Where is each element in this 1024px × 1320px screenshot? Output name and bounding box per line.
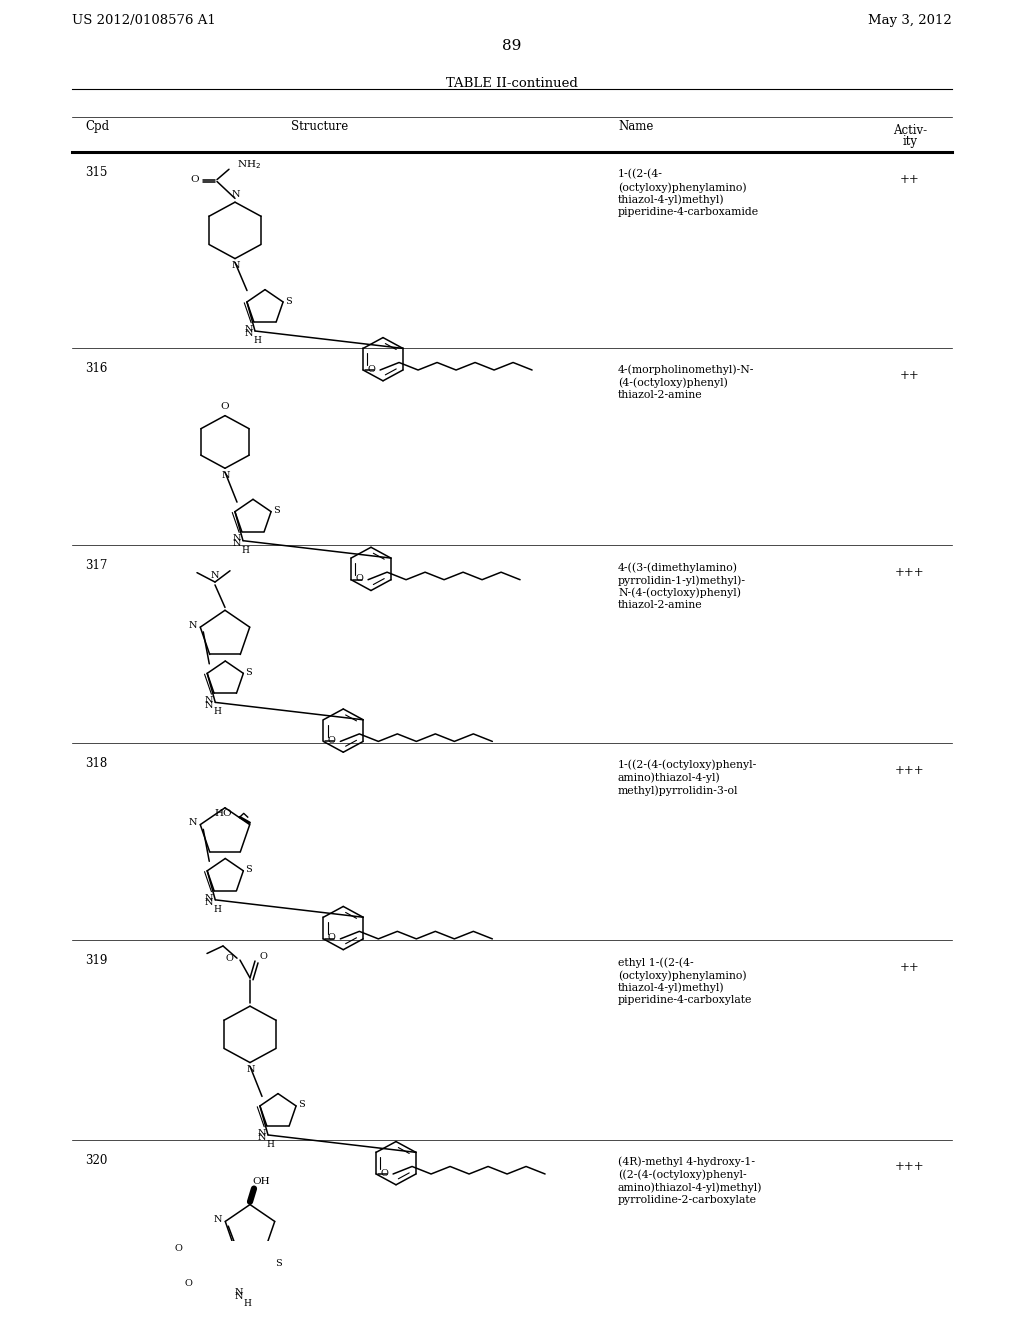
Text: 4-((3-(dimethylamino): 4-((3-(dimethylamino) — [618, 562, 738, 573]
Text: ++: ++ — [900, 961, 920, 974]
Text: amino)thiazol-4-yl): amino)thiazol-4-yl) — [618, 772, 721, 783]
Text: thiazol-4-yl)methyl): thiazol-4-yl)methyl) — [618, 982, 725, 993]
Text: (octyloxy)phenylamino): (octyloxy)phenylamino) — [618, 970, 746, 981]
Text: (octyloxy)phenylamino): (octyloxy)phenylamino) — [618, 182, 746, 193]
Text: +++: +++ — [895, 763, 925, 776]
Text: ity: ity — [902, 136, 918, 148]
Text: N: N — [257, 1129, 266, 1138]
Text: pyrrolidine-2-carboxylate: pyrrolidine-2-carboxylate — [618, 1195, 757, 1205]
Text: N-(4-(octyloxy)phenyl): N-(4-(octyloxy)phenyl) — [618, 587, 741, 598]
Text: +++: +++ — [895, 1160, 925, 1173]
Text: ethyl 1-((2-(4-: ethyl 1-((2-(4- — [618, 957, 693, 968]
Text: May 3, 2012: May 3, 2012 — [868, 15, 952, 28]
Text: N: N — [214, 1216, 222, 1224]
Text: N: N — [205, 894, 213, 903]
Text: O: O — [355, 574, 362, 583]
Text: 315: 315 — [85, 166, 108, 180]
Text: S: S — [285, 297, 292, 305]
Text: O: O — [259, 952, 267, 961]
Text: S: S — [298, 1101, 305, 1110]
Text: S: S — [273, 506, 280, 515]
Text: piperidine-4-carboxylate: piperidine-4-carboxylate — [618, 995, 753, 1006]
Text: HO: HO — [215, 809, 232, 818]
Text: ++: ++ — [900, 368, 920, 381]
Text: 317: 317 — [85, 560, 108, 573]
Text: thiazol-4-yl)methyl): thiazol-4-yl)methyl) — [618, 194, 725, 205]
Text: 89: 89 — [503, 40, 521, 54]
Text: N: N — [205, 696, 213, 705]
Text: methyl)pyrrolidin-3-ol: methyl)pyrrolidin-3-ol — [618, 785, 738, 796]
Text: H: H — [253, 335, 261, 345]
Text: H: H — [213, 708, 221, 717]
Text: H: H — [266, 1140, 274, 1148]
Text: N: N — [205, 898, 214, 907]
Text: N: N — [245, 329, 253, 338]
Text: N: N — [231, 190, 241, 199]
Text: N: N — [188, 818, 198, 828]
Text: N: N — [232, 535, 241, 544]
Text: N: N — [205, 701, 214, 710]
Text: ++: ++ — [900, 173, 920, 186]
Text: N: N — [222, 471, 230, 480]
Text: OH: OH — [252, 1176, 269, 1185]
Text: S: S — [275, 1259, 282, 1269]
Text: O: O — [367, 364, 375, 374]
Text: O: O — [328, 737, 335, 744]
Text: O: O — [221, 401, 229, 411]
Text: O: O — [185, 1279, 193, 1288]
Text: N: N — [232, 539, 242, 548]
Text: N: N — [247, 1065, 255, 1074]
Text: Name: Name — [618, 120, 653, 133]
Text: (4R)-methyl 4-hydroxy-1-: (4R)-methyl 4-hydroxy-1- — [618, 1156, 755, 1167]
Text: S: S — [246, 866, 252, 874]
Text: US 2012/0108576 A1: US 2012/0108576 A1 — [72, 15, 216, 28]
Text: TABLE II-continued: TABLE II-continued — [446, 77, 578, 90]
Text: Activ-: Activ- — [893, 124, 927, 137]
Text: N: N — [231, 261, 241, 271]
Text: Structure: Structure — [292, 120, 348, 133]
Text: ((2-(4-(octyloxy)phenyl-: ((2-(4-(octyloxy)phenyl- — [618, 1170, 746, 1180]
Text: O: O — [328, 933, 335, 942]
Text: pyrrolidin-1-yl)methyl)-: pyrrolidin-1-yl)methyl)- — [618, 576, 746, 586]
Text: thiazol-2-amine: thiazol-2-amine — [618, 391, 702, 400]
Text: O: O — [190, 176, 199, 183]
Text: S: S — [246, 668, 252, 677]
Text: O: O — [225, 953, 233, 962]
Text: NH$_2$: NH$_2$ — [237, 158, 261, 172]
Text: N: N — [236, 1292, 244, 1302]
Text: 4-(morpholinomethyl)-N-: 4-(morpholinomethyl)-N- — [618, 364, 755, 375]
Text: 320: 320 — [85, 1154, 108, 1167]
Text: Cpd: Cpd — [85, 120, 110, 133]
Text: N: N — [245, 325, 253, 334]
Text: thiazol-2-amine: thiazol-2-amine — [618, 601, 702, 610]
Text: N: N — [211, 572, 219, 581]
Text: N: N — [234, 1287, 243, 1296]
Text: 316: 316 — [85, 362, 108, 375]
Text: N: N — [188, 620, 198, 630]
Text: H: H — [241, 545, 249, 554]
Text: +++: +++ — [895, 566, 925, 579]
Text: O: O — [175, 1245, 182, 1253]
Text: H: H — [213, 904, 221, 913]
Text: (4-(octyloxy)phenyl): (4-(octyloxy)phenyl) — [618, 378, 728, 388]
Text: piperidine-4-carboxamide: piperidine-4-carboxamide — [618, 207, 759, 218]
Text: amino)thiazol-4-yl)methyl): amino)thiazol-4-yl)methyl) — [618, 1181, 763, 1192]
Text: O: O — [380, 1168, 388, 1177]
Text: N: N — [258, 1134, 266, 1142]
Text: H: H — [244, 1299, 251, 1308]
Text: 318: 318 — [85, 756, 108, 770]
Text: 1-((2-(4-(octyloxy)phenyl-: 1-((2-(4-(octyloxy)phenyl- — [618, 760, 758, 771]
Text: 1-((2-(4-: 1-((2-(4- — [618, 169, 663, 180]
Text: 319: 319 — [85, 954, 108, 968]
